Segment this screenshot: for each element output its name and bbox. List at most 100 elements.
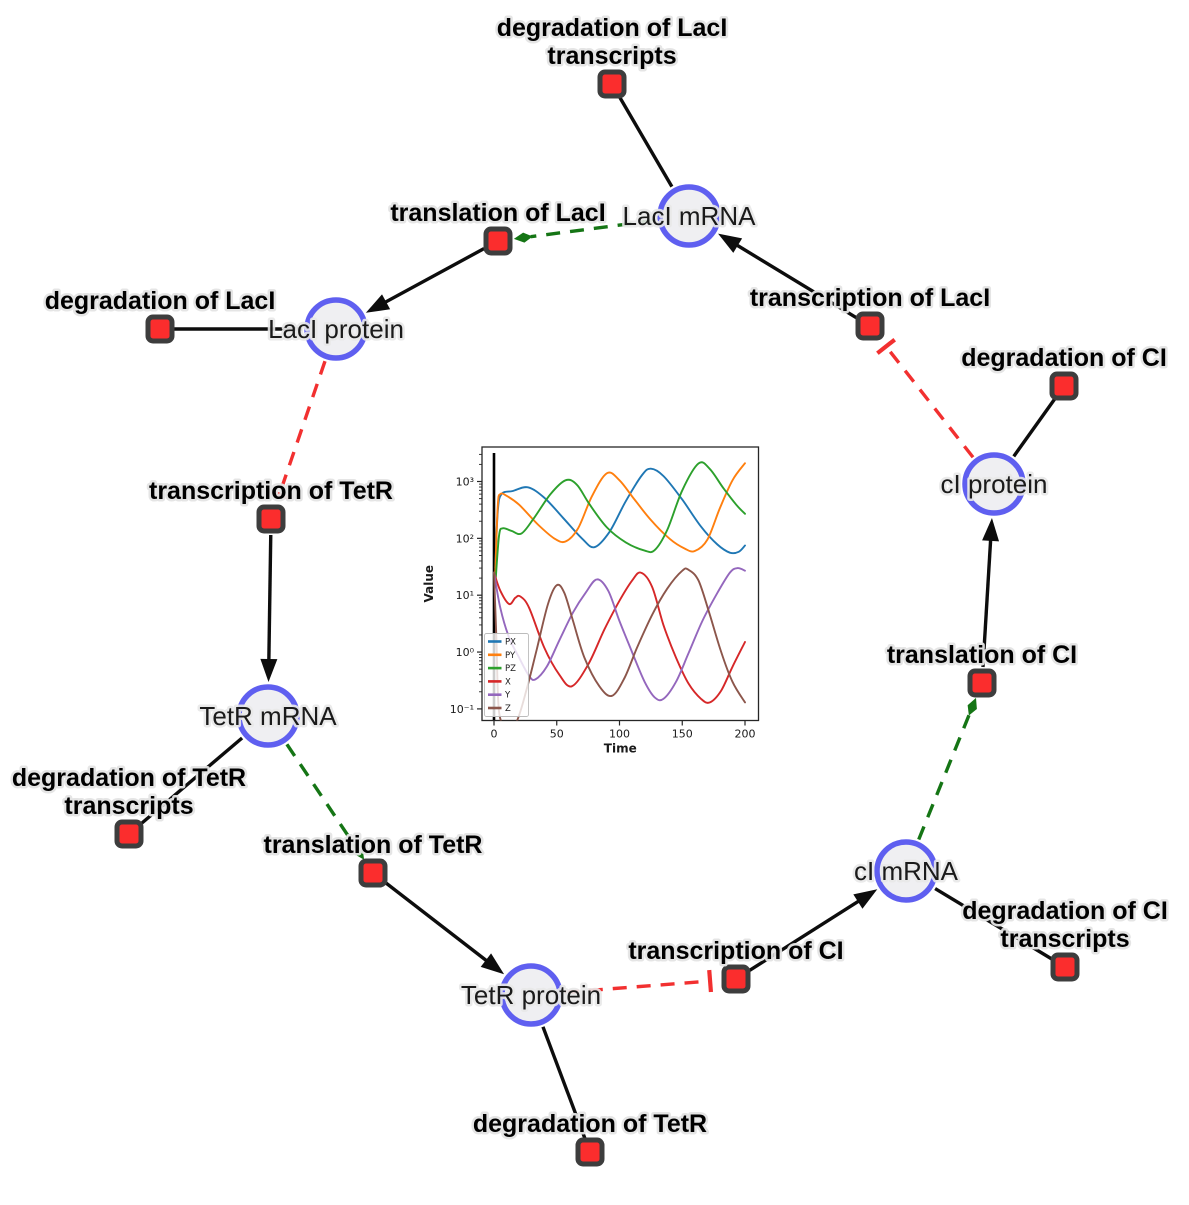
legend-entry-PZ: PZ — [488, 664, 516, 674]
edge-transcription-ci-to-production-ci-mrna — [748, 889, 878, 972]
edges-layer — [127, 83, 1066, 1153]
production-arrowhead — [853, 889, 878, 909]
y-tick-label: 10⁻¹ — [450, 703, 474, 716]
edge-tetr-mrna-to-modifier-translation-tetr — [285, 743, 365, 860]
edge-transcription-laci-to-production-laci-mrna — [718, 233, 858, 320]
species-label-ci-mrna: cI mRNA — [854, 856, 959, 886]
reaction-node-deg-laci[interactable] — [145, 314, 175, 344]
inhibition-tbar — [268, 488, 291, 500]
series-line-Z — [493, 567, 746, 721]
modifier-arrowhead — [513, 232, 533, 243]
species-node-laci-mrna[interactable] — [657, 184, 721, 248]
legend-label-PY: PY — [505, 651, 516, 661]
reaction-label-translation-laci: translation of LacI — [390, 199, 605, 227]
reaction-label-transcription-tetr: transcription of TetR — [149, 477, 393, 505]
edge-laci-mrna-to-modifier-translation-laci — [513, 218, 656, 243]
production-arrowhead — [718, 233, 743, 253]
reaction-node-transcription-laci[interactable] — [855, 311, 885, 341]
reaction-node-deg-tetr[interactable] — [575, 1137, 605, 1167]
production-arrowhead — [480, 953, 505, 975]
legend-entry-X: X — [488, 677, 511, 687]
chart-y-axis: 10⁻¹ 10⁰ 10¹ 10² 10³ — [450, 453, 482, 716]
x-tick-label: 200 — [735, 728, 756, 741]
legend-label-Z: Z — [505, 704, 511, 714]
inhibition-tbar — [707, 969, 714, 993]
edge-tetr-protein-to-inhibition-transcription-ci — [564, 969, 714, 995]
reaction-node-translation-laci[interactable] — [483, 226, 513, 256]
legend-entry-PY: PY — [488, 651, 516, 661]
legend-label-PZ: PZ — [505, 664, 516, 674]
edge-tetr-protein-to-consumption-deg-tetr — [541, 1026, 592, 1153]
species-label-tetr-mrna: TetR mRNA — [199, 701, 337, 731]
reaction-node-translation-tetr[interactable] — [358, 858, 388, 888]
legend-entry-PX: PX — [488, 638, 516, 648]
legend-label-X: X — [505, 677, 511, 687]
inhibition-tbar — [876, 338, 897, 355]
labels-layer: degradation of LacItranscriptstranslatio… — [9, 12, 1170, 1141]
x-tick-label: 0 — [491, 728, 498, 741]
chart-x-axis: 0 50 100 150 200 — [491, 720, 756, 741]
x-tick-label: 50 — [550, 728, 564, 741]
species-label-laci-protein: LacI protein — [268, 314, 404, 344]
reaction-node-deg-ci[interactable] — [1049, 371, 1079, 401]
legend-entry-Y: Y — [488, 691, 511, 701]
species-label-laci-mrna: LacI mRNA — [623, 201, 757, 231]
edge-transcription-tetr-to-production-tetr-mrna — [260, 534, 278, 683]
reaction-node-transcription-tetr[interactable] — [256, 504, 286, 534]
edge-ci-protein-to-inhibition-transcription-laci — [876, 338, 975, 459]
reaction-label-transcription-ci: transcription of CI — [628, 937, 843, 965]
reaction-label-transcription-laci: transcription of LacI — [750, 284, 990, 312]
chart-ylabel: Value — [422, 565, 436, 603]
reaction-label-deg-tetr-transcripts: transcripts — [64, 792, 193, 820]
species-label-ci-protein: cI protein — [941, 469, 1048, 499]
modifier-arrowhead — [967, 697, 977, 716]
production-arrowhead — [260, 658, 278, 683]
species-label-tetr-protein: TetR protein — [461, 980, 601, 1010]
species-node-ci-protein[interactable] — [962, 452, 1026, 516]
reaction-node-transcription-ci[interactable] — [721, 964, 751, 994]
edge-translation-ci-to-production-ci-protein — [981, 517, 1000, 668]
reaction-label-deg-laci: degradation of LacI — [45, 287, 276, 315]
series-line-PZ — [494, 461, 746, 587]
reaction-label-deg-ci-transcripts: transcripts — [1000, 925, 1129, 953]
reaction-node-deg-laci-transcripts[interactable] — [597, 69, 627, 99]
species-node-laci-protein[interactable] — [304, 297, 368, 361]
chart-xlabel: Time — [604, 742, 637, 756]
chart-series-layer — [493, 461, 746, 721]
legend-label-PX: PX — [505, 638, 516, 648]
production-arrowhead — [365, 294, 391, 313]
edge-translation-laci-to-production-laci-protein — [365, 247, 485, 313]
reaction-node-deg-ci-transcripts[interactable] — [1050, 952, 1080, 982]
production-arrowhead — [982, 517, 1000, 542]
edge-laci-mrna-to-consumption-deg-laci-transcripts — [610, 83, 674, 188]
species-node-tetr-protein[interactable] — [499, 963, 563, 1027]
y-tick-label: 10¹ — [456, 589, 474, 602]
reaction-label-translation-ci: translation of CI — [887, 641, 1077, 669]
species-node-tetr-mrna[interactable] — [236, 684, 300, 748]
x-tick-label: 100 — [609, 728, 630, 741]
nodes-layer — [114, 69, 1080, 1167]
chart-axes-frame — [481, 446, 760, 722]
reaction-label-deg-tetr: degradation of TetR — [473, 1110, 707, 1138]
reaction-node-translation-ci[interactable] — [967, 668, 997, 698]
reaction-node-deg-tetr-transcripts[interactable] — [114, 819, 144, 849]
reaction-label-deg-laci-transcripts: degradation of LacI — [497, 14, 728, 42]
reaction-label-deg-laci-transcripts: transcripts — [547, 42, 676, 70]
series-line-PY — [494, 462, 746, 574]
edge-laci-protein-to-inhibition-transcription-tetr — [268, 360, 327, 500]
edge-ci-mrna-to-modifier-translation-ci — [917, 697, 977, 841]
reaction-label-deg-ci-transcripts: degradation of CI — [962, 897, 1168, 925]
species-node-ci-mrna[interactable] — [874, 839, 938, 903]
legend-entry-Z: Z — [488, 704, 511, 714]
edge-ci-mrna-to-consumption-deg-ci-transcripts — [934, 887, 1066, 969]
x-tick-label: 150 — [672, 728, 693, 741]
edge-tetr-mrna-to-consumption-deg-tetr-transcripts — [127, 736, 244, 836]
series-line-PX — [494, 467, 746, 570]
reaction-label-translation-tetr: translation of TetR — [264, 831, 483, 859]
modifier-arrowhead — [353, 843, 365, 860]
y-tick-label: 10² — [456, 532, 474, 545]
chart-legend: PX PY PZ XYZ — [484, 633, 529, 717]
